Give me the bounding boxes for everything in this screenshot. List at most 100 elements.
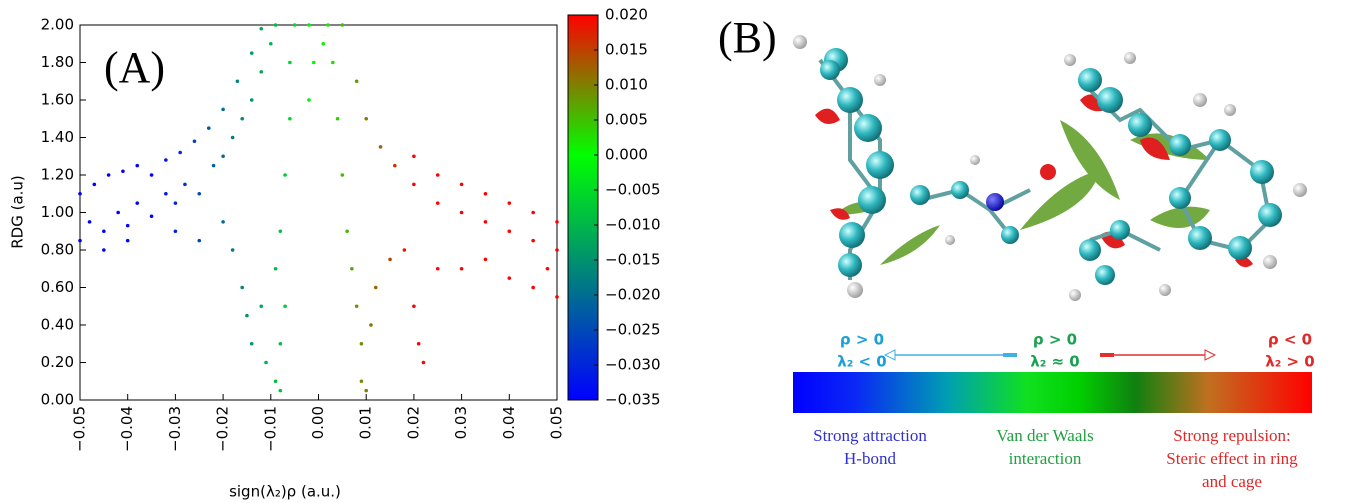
data-point xyxy=(311,60,316,65)
data-point xyxy=(483,220,488,224)
data-point xyxy=(416,341,421,346)
x-tick-label: −0.03 xyxy=(166,406,184,452)
data-point xyxy=(211,163,216,168)
x-tick-label: 0.03 xyxy=(452,406,470,439)
data-point xyxy=(164,191,168,196)
x-tick-label: 0.01 xyxy=(357,406,375,439)
caption-text: Strong attraction xyxy=(813,426,927,445)
data-point xyxy=(359,341,364,346)
data-point xyxy=(288,116,292,121)
colorbar-tick-label: 0.020 xyxy=(605,6,648,24)
data-point xyxy=(412,304,416,309)
data-point xyxy=(240,116,244,121)
data-point xyxy=(106,173,111,177)
data-point xyxy=(335,116,340,121)
data-point xyxy=(125,223,130,228)
legend-arrows xyxy=(883,349,1217,361)
colorbar-tick-label: −0.035 xyxy=(605,391,661,409)
data-point xyxy=(278,388,283,393)
data-point xyxy=(555,295,559,299)
data-point xyxy=(264,360,268,365)
data-point xyxy=(331,60,335,65)
caption-text: interaction xyxy=(1009,449,1082,468)
data-point xyxy=(531,238,535,243)
colorbar-tick-label: −0.005 xyxy=(605,181,661,199)
data-point xyxy=(364,116,369,121)
data-point xyxy=(230,248,235,252)
data-point xyxy=(459,266,464,271)
x-tick-label: −0.02 xyxy=(214,406,232,452)
caption-text: Steric effect in ring xyxy=(1166,449,1298,468)
colorbar-tick-label: −0.030 xyxy=(605,356,661,374)
data-point xyxy=(273,23,278,27)
data-point xyxy=(364,388,369,393)
x-tick-label: −0.05 xyxy=(71,406,89,452)
data-point xyxy=(273,379,278,384)
data-point xyxy=(235,79,240,84)
data-point xyxy=(507,201,512,205)
data-point xyxy=(278,229,283,234)
data-point xyxy=(435,173,440,177)
data-point xyxy=(412,182,416,187)
molecule-image xyxy=(793,35,1307,301)
data-point xyxy=(459,210,464,215)
data-point xyxy=(555,248,559,252)
data-point xyxy=(183,182,187,187)
y-tick-label: 2.00 xyxy=(41,16,74,34)
x-tick-label: 0.04 xyxy=(500,406,518,439)
data-point xyxy=(321,41,326,46)
data-point xyxy=(545,266,550,271)
y-tick-label: 1.20 xyxy=(41,166,74,184)
x-tick-label: 0.02 xyxy=(404,406,422,439)
data-point xyxy=(345,229,349,234)
data-point xyxy=(78,238,82,243)
data-point xyxy=(259,26,264,31)
legend-text: ρ > 0 xyxy=(1033,331,1077,349)
data-point xyxy=(173,201,178,205)
y-tick-label: 0.80 xyxy=(41,241,74,259)
data-point xyxy=(435,201,440,205)
data-point xyxy=(92,182,97,187)
caption-text: Strong repulsion: xyxy=(1173,426,1291,445)
y-tick-label: 1.00 xyxy=(41,203,74,221)
data-point xyxy=(221,107,225,112)
data-point xyxy=(259,70,264,74)
data-point xyxy=(555,220,559,224)
data-point xyxy=(206,126,211,130)
panel-a: (A) sign(λ₂)ρ (a.u.) RDG (a.u) xyxy=(9,14,599,501)
data-point xyxy=(326,23,330,27)
data-point xyxy=(288,60,292,65)
data-point xyxy=(249,51,254,55)
data-point xyxy=(78,191,82,196)
data-point xyxy=(359,379,364,384)
caption-text: H-bond xyxy=(844,449,896,468)
data-point xyxy=(354,79,359,84)
data-point xyxy=(135,201,140,205)
legend-text: λ₂ < 0 xyxy=(837,353,887,371)
data-point xyxy=(178,150,182,155)
x-tick-label: 0.05 xyxy=(548,406,566,439)
data-point xyxy=(393,163,397,168)
legend-text: ρ < 0 xyxy=(1268,331,1312,349)
data-point xyxy=(116,210,120,215)
data-point xyxy=(273,266,278,271)
data-point xyxy=(221,154,225,159)
data-point xyxy=(388,257,392,262)
y-axis-label: RDG (a.u) xyxy=(9,175,27,249)
data-point xyxy=(435,266,440,271)
data-point xyxy=(278,341,283,346)
data-point xyxy=(192,139,197,144)
panel-label: (B) xyxy=(718,13,777,62)
data-point xyxy=(173,229,178,234)
data-point xyxy=(87,220,92,224)
data-point xyxy=(102,229,106,234)
y-tick-label: 0.40 xyxy=(41,316,74,334)
x-tick-label: −0.04 xyxy=(118,406,136,452)
data-point xyxy=(507,276,512,280)
data-point xyxy=(307,23,311,27)
data-point xyxy=(483,191,488,196)
colorbar-tick-label: 0.015 xyxy=(605,41,648,59)
data-point xyxy=(149,214,154,219)
data-point xyxy=(354,304,359,309)
